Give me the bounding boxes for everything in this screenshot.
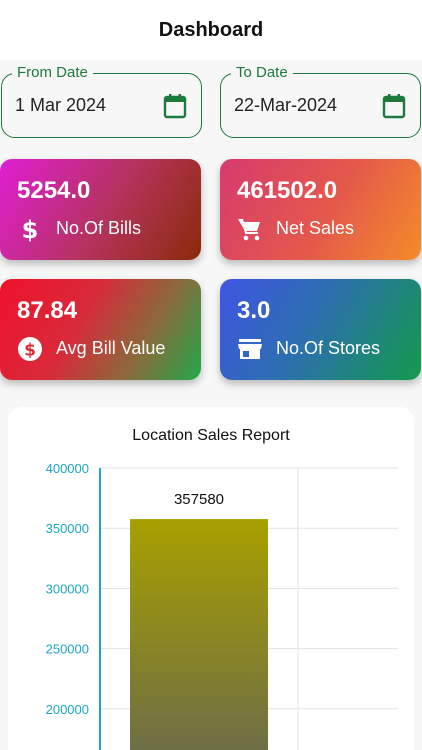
to-date-label: To Date <box>231 64 293 82</box>
y-tick-label: 350000 <box>46 521 89 536</box>
bar-chart: 400000 350000 300000 250000 200000 357580 <box>46 461 398 750</box>
stores-label: No.Of Stores <box>276 338 381 358</box>
to-date-value: 22-Mar-2024 <box>234 95 338 115</box>
net-sales-card[interactable]: 461502.0 Net Sales <box>220 159 421 260</box>
y-tick-label: 400000 <box>46 461 89 476</box>
avg-bill-value: 87.84 <box>17 297 78 324</box>
calendar-icon[interactable] <box>382 93 406 119</box>
avg-bill-label: Avg Bill Value <box>56 338 166 358</box>
avg-bill-card[interactable]: 87.84 $ Avg Bill Value <box>0 279 201 380</box>
bar <box>130 519 268 750</box>
stores-value: 3.0 <box>237 297 271 324</box>
cart-icon <box>238 218 260 241</box>
calendar-icon[interactable] <box>163 93 187 119</box>
y-tick-label: 200000 <box>46 702 89 717</box>
store-icon <box>238 339 262 359</box>
svg-text:$: $ <box>22 216 39 242</box>
bills-card[interactable]: 5254.0 $ No.Of Bills <box>0 159 201 260</box>
bills-value: 5254.0 <box>17 177 91 204</box>
page-title: Dashboard <box>158 18 264 41</box>
stores-card[interactable]: 3.0 No.Of Stores <box>220 279 421 380</box>
bills-label: No.Of Bills <box>56 218 142 238</box>
from-date-value: 1 Mar 2024 <box>15 95 107 115</box>
svg-text:$: $ <box>24 341 36 361</box>
app-bar: Dashboard <box>0 0 422 60</box>
y-tick-label: 300000 <box>46 581 89 596</box>
net-sales-value: 461502.0 <box>237 177 338 204</box>
dollar-circle-icon: $ <box>18 337 42 361</box>
y-tick-label: 250000 <box>46 642 89 657</box>
location-sales-chart: Location Sales Report 400000 350000 300000… <box>8 407 414 750</box>
from-date-label: From Date <box>12 64 93 82</box>
bar-data-label: 357580 <box>174 491 224 508</box>
dollar-icon: $ <box>22 216 39 242</box>
net-sales-label: Net Sales <box>276 218 355 238</box>
to-date-field[interactable]: To Date 22-Mar-2024 <box>220 64 421 138</box>
from-date-field[interactable]: From Date 1 Mar 2024 <box>1 64 202 138</box>
chart-title: Location Sales Report <box>132 427 290 444</box>
